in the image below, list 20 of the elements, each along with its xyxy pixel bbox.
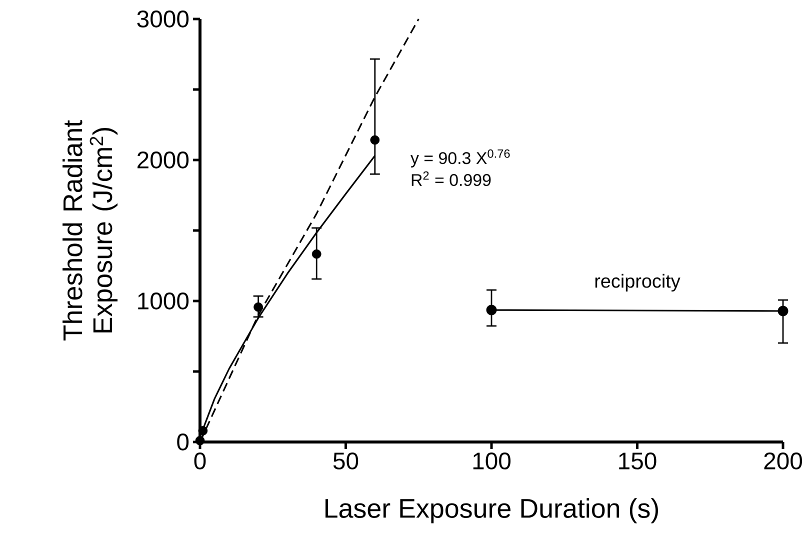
x-axis-title: Laser Exposure Duration (s) [326,498,658,524]
annotation: y = 90.3 X$^{0.76}$ [410,149,510,168]
point [254,302,263,312]
y-tick-label: 2000 [138,152,189,168]
point [486,304,497,316]
point [778,306,788,316]
x-tick-label: 200 [764,452,802,470]
y-tick-label: 0 [177,434,189,450]
point [195,436,205,446]
x-tick-label: 50 [333,452,358,470]
point [198,426,208,436]
y-tick-label: 1000 [138,292,189,310]
x-tick-label: 100 [473,452,511,470]
point [370,135,380,145]
x-tick-label: 0 [194,452,206,470]
point [312,249,322,259]
x-tick-label: 150 [619,452,656,470]
annotation: R$^{2}$ = 0.999 [412,171,491,186]
y-tick-label: 3000 [137,10,189,28]
annotation: reciprocity [595,274,680,292]
